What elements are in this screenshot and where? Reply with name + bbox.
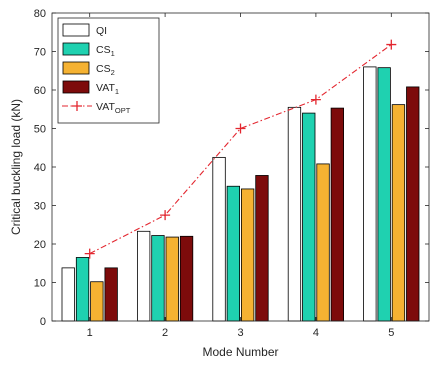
x-tick-label-2: 2 <box>162 327 168 339</box>
legend-label-vatopt: VATOPT <box>96 101 131 115</box>
bar-cs1-mode-1 <box>75 257 90 322</box>
axes-layer: 0 10 20 30 40 50 60 70 80 1 2 3 4 5 <box>34 8 430 339</box>
bar-cs2-mode-4 <box>316 163 330 322</box>
legend-label-qi: QI <box>96 25 107 37</box>
x-tick-label-1: 1 <box>87 327 93 339</box>
x-tick-label-4: 4 <box>313 327 319 339</box>
y-tick-label-50: 50 <box>34 124 46 136</box>
y-tick-label-10: 10 <box>34 278 46 290</box>
y-tick-label-70: 70 <box>34 47 46 59</box>
bar-cs2-mode-2 <box>165 236 179 322</box>
legend-label-vat1: VAT1 <box>96 82 119 96</box>
marker-vatopt-mode-2 <box>160 210 171 221</box>
marker-vatopt-mode-4 <box>310 94 321 105</box>
legend: QI CS1 CS2 VAT1 VATOPT <box>57 17 160 124</box>
marker-vatopt-mode-5 <box>386 39 397 50</box>
bar-vat1-mode-3 <box>255 175 269 322</box>
bar-qi-mode-3 <box>212 156 226 322</box>
x-tick-label-5: 5 <box>388 327 394 339</box>
bar-vat1-mode-1 <box>104 267 118 322</box>
legend-swatch-cs1 <box>62 42 90 56</box>
legend-swatch-cs2 <box>62 61 90 75</box>
bar-cs2-mode-1 <box>90 281 104 322</box>
y-axis-label: Critical buckling load (kN) <box>9 99 23 235</box>
bar-vat1-mode-4 <box>330 107 345 322</box>
legend-swatch-marker-vatopt <box>72 101 82 111</box>
legend-swatch-qi <box>62 23 90 37</box>
bar-cs1-mode-5 <box>377 67 391 322</box>
y-tick-label-20: 20 <box>34 239 46 251</box>
line-layer <box>84 39 397 259</box>
marker-vatopt-mode-3 <box>235 123 246 134</box>
y-tick-label-60: 60 <box>34 85 46 97</box>
bar-vat1-mode-5 <box>406 86 420 322</box>
bar-qi-mode-1 <box>61 267 75 322</box>
bar-cs1-mode-4 <box>302 112 316 322</box>
bar-cs1-mode-2 <box>151 235 165 322</box>
x-tick-label-3: 3 <box>237 327 243 339</box>
bar-qi-mode-4 <box>287 106 302 322</box>
y-tick-label-0: 0 <box>40 316 46 328</box>
marker-vatopt-mode-1 <box>84 248 95 259</box>
x-axis-label: Mode Number <box>202 345 278 359</box>
bar-vat1-mode-2 <box>179 235 194 322</box>
bar-qi-mode-2 <box>136 230 151 322</box>
legend-label-cs2: CS2 <box>96 63 115 77</box>
bar-cs1-mode-3 <box>226 185 241 322</box>
legend-swatch-vat1 <box>62 80 90 94</box>
legend-label-cs1: CS1 <box>96 44 115 58</box>
bar-qi-mode-5 <box>363 66 377 322</box>
y-tick-label-80: 80 <box>34 8 46 20</box>
bar-cs2-mode-3 <box>240 188 255 322</box>
bar-cs2-mode-5 <box>391 104 406 322</box>
y-tick-label-40: 40 <box>34 162 46 174</box>
y-tick-label-30: 30 <box>34 201 46 213</box>
